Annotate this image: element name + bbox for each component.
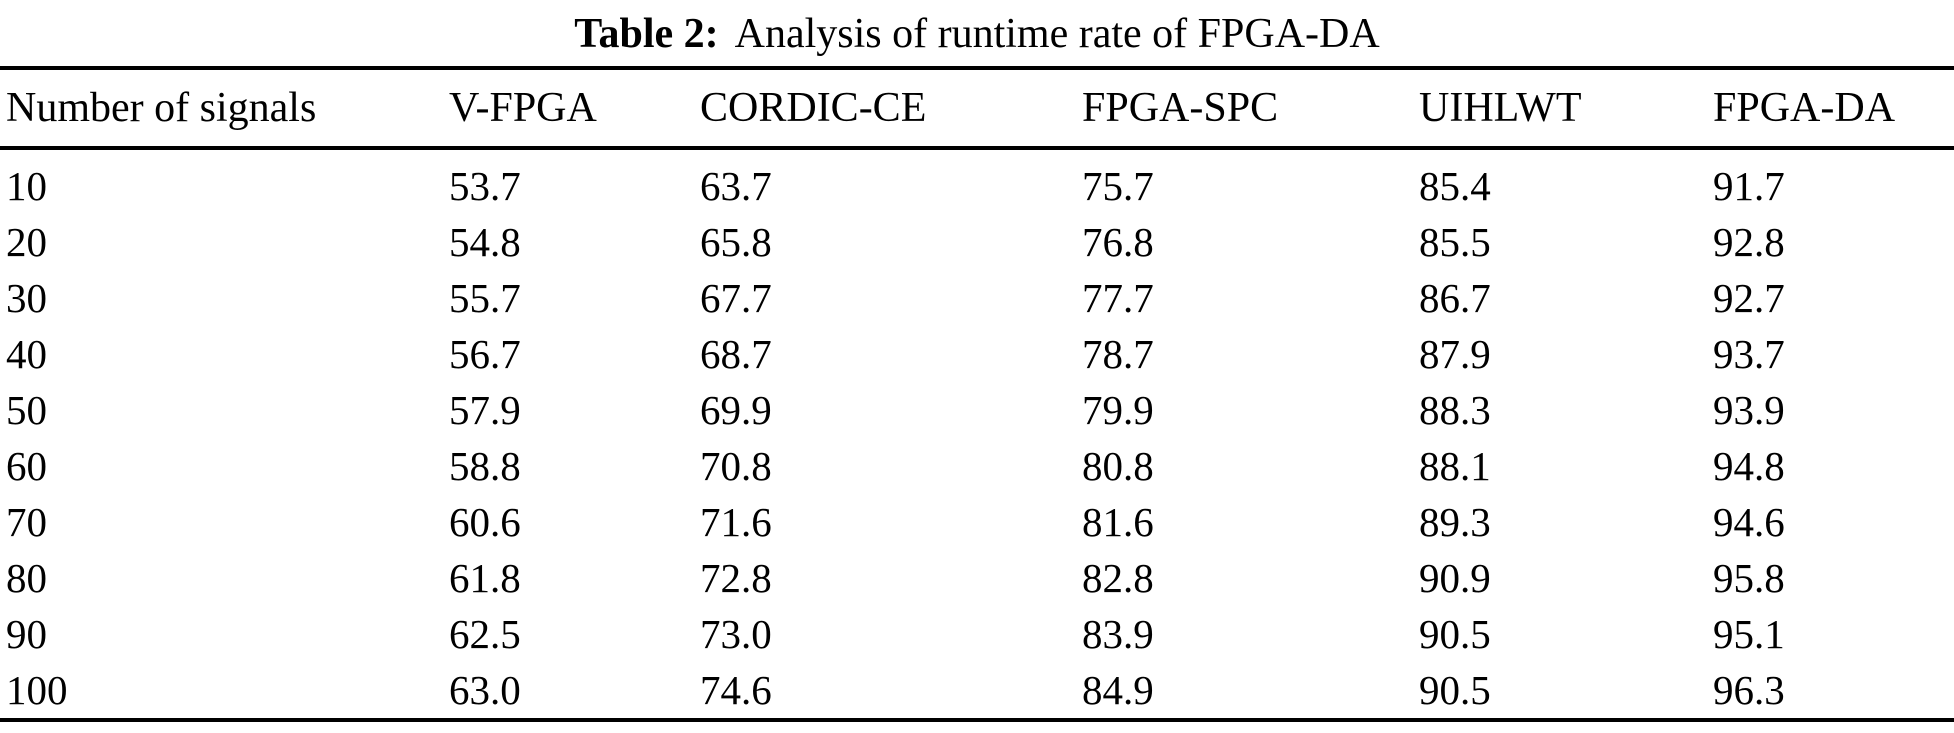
table-row: 60 58.8 70.8 80.8 88.1 94.8 xyxy=(0,438,1954,494)
value-cell: 70.8 xyxy=(700,443,772,489)
value-cell: 85.5 xyxy=(1419,219,1491,265)
col-header-fpga-da: FPGA-DA xyxy=(1713,68,1954,150)
value-cell: 56.7 xyxy=(449,331,521,377)
value-cell: 90.5 xyxy=(1419,667,1491,713)
value-cell: 57.9 xyxy=(449,387,521,433)
row-label-cell: 50 xyxy=(6,387,47,433)
value-cell: 81.6 xyxy=(1082,499,1154,545)
row-label-cell: 40 xyxy=(6,331,47,377)
row-label-cell: 90 xyxy=(6,611,47,657)
value-cell: 83.9 xyxy=(1082,611,1154,657)
value-cell: 58.8 xyxy=(449,443,521,489)
value-cell: 60.6 xyxy=(449,499,521,545)
col-header-v-fpga: V-FPGA xyxy=(449,68,700,150)
value-cell: 68.7 xyxy=(700,331,772,377)
table-caption-text: Analysis of runtime rate of FPGA-DA xyxy=(734,11,1380,57)
value-cell: 88.3 xyxy=(1419,387,1491,433)
value-cell: 65.8 xyxy=(700,219,772,265)
value-cell: 95.8 xyxy=(1713,555,1785,601)
value-cell: 95.1 xyxy=(1713,611,1785,657)
value-cell: 74.6 xyxy=(700,667,772,713)
table-row: 30 55.7 67.7 77.7 86.7 92.7 xyxy=(0,270,1954,326)
col-header-fpga-spc: FPGA-SPC xyxy=(1082,68,1419,150)
value-cell: 91.7 xyxy=(1713,163,1785,209)
value-cell: 54.8 xyxy=(449,219,521,265)
value-cell: 73.0 xyxy=(700,611,772,657)
value-cell: 94.8 xyxy=(1713,443,1785,489)
value-cell: 63.0 xyxy=(449,667,521,713)
value-cell: 93.9 xyxy=(1713,387,1785,433)
table-row: 40 56.7 68.7 78.7 87.9 93.7 xyxy=(0,326,1954,382)
value-cell: 96.3 xyxy=(1713,667,1785,713)
value-cell: 89.3 xyxy=(1419,499,1491,545)
value-cell: 75.7 xyxy=(1082,163,1154,209)
row-label-cell: 80 xyxy=(6,555,47,601)
col-header-cordic-ce: CORDIC-CE xyxy=(700,68,1082,150)
value-cell: 55.7 xyxy=(449,275,521,321)
row-label-cell: 60 xyxy=(6,443,47,489)
value-cell: 93.7 xyxy=(1713,331,1785,377)
table-row: 70 60.6 71.6 81.6 89.3 94.6 xyxy=(0,494,1954,550)
table-header-row: Number of signals V-FPGA CORDIC-CE FPGA-… xyxy=(0,68,1954,150)
table-row: 100 63.0 74.6 84.9 90.5 96.3 xyxy=(0,662,1954,720)
value-cell: 90.5 xyxy=(1419,611,1491,657)
value-cell: 94.6 xyxy=(1713,499,1785,545)
row-label-cell: 70 xyxy=(6,499,47,545)
value-cell: 87.9 xyxy=(1419,331,1491,377)
table-caption-label: Table 2: xyxy=(574,11,719,57)
value-cell: 69.9 xyxy=(700,387,772,433)
row-label-cell: 10 xyxy=(6,163,47,209)
row-label-cell: 30 xyxy=(6,275,47,321)
value-cell: 71.6 xyxy=(700,499,772,545)
value-cell: 62.5 xyxy=(449,611,521,657)
value-cell: 80.8 xyxy=(1082,443,1154,489)
value-cell: 82.8 xyxy=(1082,555,1154,601)
row-label-cell: 100 xyxy=(6,667,68,713)
value-cell: 67.7 xyxy=(700,275,772,321)
value-cell: 88.1 xyxy=(1419,443,1491,489)
table-row: 90 62.5 73.0 83.9 90.5 95.1 xyxy=(0,606,1954,662)
value-cell: 63.7 xyxy=(700,163,772,209)
value-cell: 76.8 xyxy=(1082,219,1154,265)
table-row: 80 61.8 72.8 82.8 90.9 95.8 xyxy=(0,550,1954,606)
value-cell: 84.9 xyxy=(1082,667,1154,713)
value-cell: 72.8 xyxy=(700,555,772,601)
table-row: 50 57.9 69.9 79.9 88.3 93.9 xyxy=(0,382,1954,438)
table-row: 20 54.8 65.8 76.8 85.5 92.8 xyxy=(0,214,1954,270)
value-cell: 85.4 xyxy=(1419,163,1491,209)
table-row: 10 53.7 63.7 75.7 85.4 91.7 xyxy=(0,148,1954,214)
value-cell: 92.8 xyxy=(1713,219,1785,265)
value-cell: 92.7 xyxy=(1713,275,1785,321)
value-cell: 79.9 xyxy=(1082,387,1154,433)
col-header-number-of-signals: Number of signals xyxy=(0,68,449,150)
runtime-rate-table: Number of signals V-FPGA CORDIC-CE FPGA-… xyxy=(0,66,1954,722)
value-cell: 90.9 xyxy=(1419,555,1491,601)
value-cell: 86.7 xyxy=(1419,275,1491,321)
row-label-cell: 20 xyxy=(6,219,47,265)
col-header-uihlwt: UIHLWT xyxy=(1419,68,1713,150)
value-cell: 77.7 xyxy=(1082,275,1154,321)
value-cell: 61.8 xyxy=(449,555,521,601)
value-cell: 53.7 xyxy=(449,163,521,209)
table-caption: Table 2: Analysis of runtime rate of FPGA… xyxy=(0,0,1954,66)
value-cell: 78.7 xyxy=(1082,331,1154,377)
